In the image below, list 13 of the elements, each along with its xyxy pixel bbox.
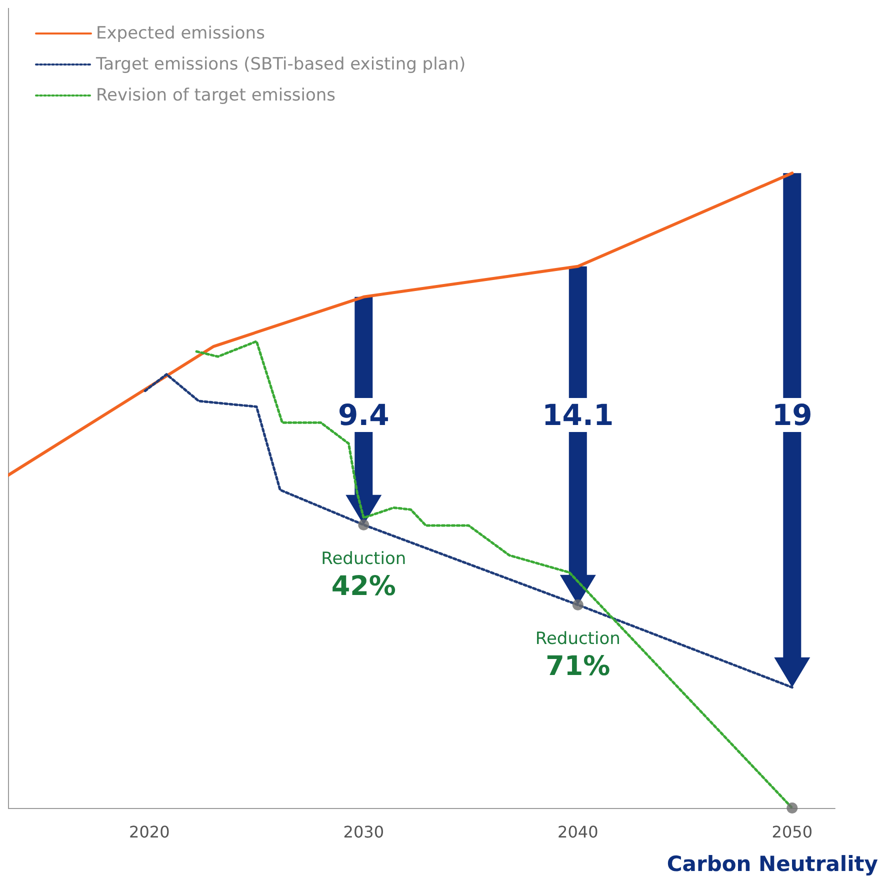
annotation: 9.4 <box>336 398 392 432</box>
annotation: 14.1 <box>540 398 616 432</box>
legend-label: Expected emissions <box>96 24 266 44</box>
legend-label: Revision of target emissions <box>96 86 336 106</box>
annotation: 19 <box>770 398 814 432</box>
annotation: Reduction 71% <box>534 628 622 682</box>
annotation: Reduction 42% <box>320 548 408 602</box>
x-tick-label: 2020 <box>129 822 170 842</box>
legend-label: Target emissions (SBTi-based existing plan) <box>95 54 466 74</box>
x-tick-label: 2050 <box>772 822 813 842</box>
x-tick-label: 2030 <box>343 822 384 842</box>
text: Carbon Neutrality <box>666 852 878 876</box>
x-tick-label: 2040 <box>558 822 598 842</box>
